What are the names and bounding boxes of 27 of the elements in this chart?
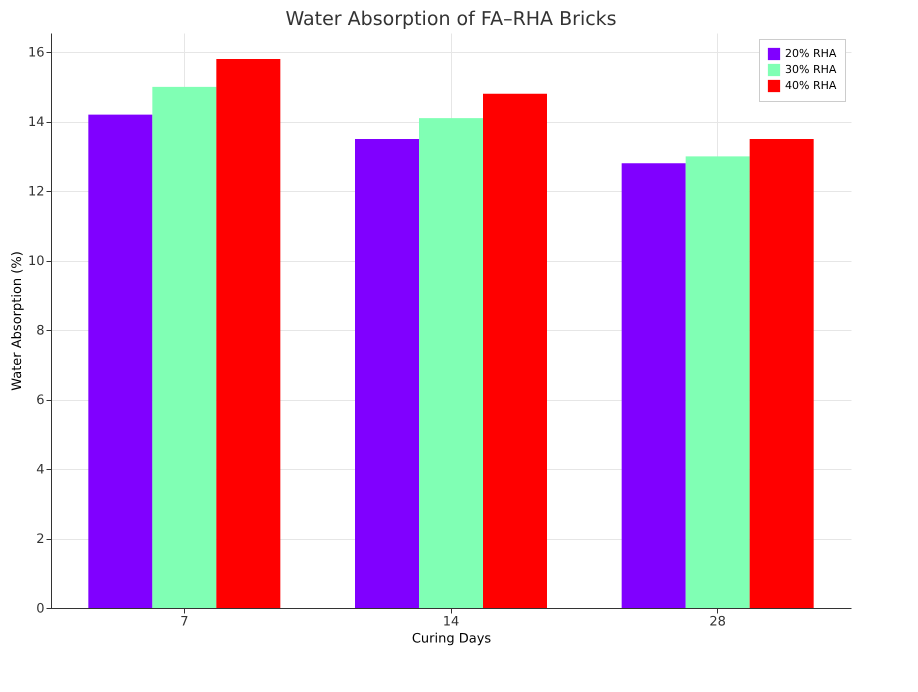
bar	[750, 138, 814, 608]
y-tick-label: 16	[28, 46, 44, 61]
x-axis-title: Curing Days	[412, 632, 492, 646]
bar	[686, 156, 750, 608]
y-tick-label: 2	[36, 532, 44, 548]
chart-title: Water Absorption of FA–RHA Bricks	[285, 8, 617, 30]
bar	[152, 86, 216, 608]
bar	[622, 163, 686, 608]
y-tick-label: 12	[28, 184, 44, 200]
y-axis-title: Water Absorption (%)	[10, 251, 25, 391]
bar	[216, 59, 280, 608]
x-tick-label: 14	[442, 614, 460, 630]
legend-label: 20% RHA	[785, 47, 837, 60]
y-tick-label: 0	[36, 602, 44, 616]
y-tick-label: 4	[36, 462, 44, 478]
bar	[483, 94, 547, 608]
bar	[419, 118, 483, 608]
legend-label: 40% RHA	[785, 79, 837, 92]
legend-label: 30% RHA	[785, 63, 837, 76]
y-tick-label: 10	[28, 254, 44, 270]
y-tick-label: 6	[36, 393, 44, 408]
y-tick-label: 8	[36, 324, 44, 339]
bar	[88, 114, 152, 608]
bar	[355, 138, 419, 608]
x-tick-label: 7	[180, 614, 188, 630]
x-tick-label: 28	[709, 614, 726, 630]
y-tick-label: 14	[28, 115, 44, 130]
